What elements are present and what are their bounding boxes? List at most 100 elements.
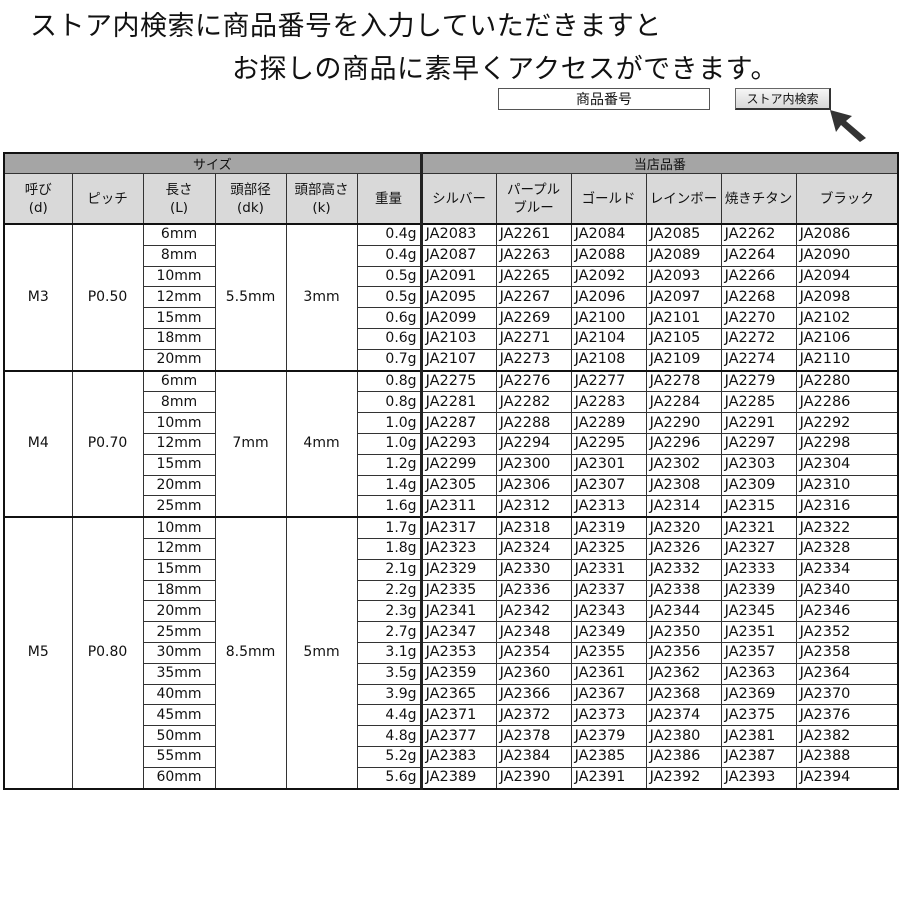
length-cell: 15mm bbox=[142, 558, 216, 581]
product-code-cell: JA2331 bbox=[570, 558, 647, 581]
weight-cell: 0.6g bbox=[356, 307, 423, 329]
product-code-cell: JA2318 bbox=[495, 516, 572, 539]
product-code-cell: JA2301 bbox=[570, 453, 647, 476]
product-code-cell: JA2304 bbox=[795, 453, 899, 476]
weight-cell: 2.7g bbox=[356, 621, 423, 643]
product-code-cell: JA2105 bbox=[645, 327, 722, 350]
weight-cell: 1.2g bbox=[356, 453, 423, 476]
store-search-button[interactable]: ストア内検索 bbox=[735, 88, 831, 110]
product-code-cell: JA2316 bbox=[795, 495, 899, 518]
product-code-cell: JA2110 bbox=[795, 348, 899, 372]
headline-line-1: ストア内検索に商品番号を入力していただきますと bbox=[30, 11, 662, 42]
product-code-cell: JA2335 bbox=[420, 579, 497, 602]
product-code-cell: JA2324 bbox=[495, 537, 572, 560]
product-code-cell: JA2343 bbox=[570, 600, 647, 623]
product-number-search-input[interactable]: 商品番号 bbox=[498, 88, 710, 110]
product-code-cell: JA2297 bbox=[720, 432, 797, 455]
product-code-cell: JA2333 bbox=[720, 558, 797, 581]
head-diameter-cell: 8.5mm bbox=[214, 516, 287, 790]
length-cell: 10mm bbox=[142, 516, 216, 539]
product-code-cell: JA2279 bbox=[720, 369, 797, 393]
product-code-cell: JA2381 bbox=[720, 725, 797, 747]
weight-cell: 0.5g bbox=[356, 265, 423, 288]
product-spec-table: サイズ 当店品番 呼び (d) ピッチ 長さ (L) 頭部径 (dk) 頭部高さ (k) 重量 シル… bbox=[3, 152, 900, 790]
product-code-cell: JA2104 bbox=[570, 327, 647, 350]
table-row: 8mm 0.4g JA2087 JA2263 JA2088 JA2089 JA2264 JA2… bbox=[4, 244, 899, 267]
length-cell: 20mm bbox=[142, 348, 216, 372]
column-header: ゴールド bbox=[570, 173, 647, 225]
headline-line-2: お探しの商品に素早くアクセスができます。 bbox=[232, 54, 778, 85]
weight-cell: 1.4g bbox=[356, 474, 423, 497]
table-row: 30mm 3.1g JA2353 JA2354 JA2355 JA2356 JA2357 JA… bbox=[4, 641, 899, 664]
product-code-cell: JA2383 bbox=[420, 745, 497, 768]
product-code-cell: JA2278 bbox=[645, 369, 722, 393]
product-code-cell: JA2330 bbox=[495, 558, 572, 581]
weight-cell: 2.1g bbox=[356, 558, 423, 581]
weight-cell: 0.4g bbox=[356, 222, 423, 246]
product-code-cell: JA2292 bbox=[795, 412, 899, 434]
product-code-cell: JA2313 bbox=[570, 495, 647, 518]
table-row: 12mm 0.5g JA2095 JA2267 JA2096 JA2097 JA2268 JA… bbox=[4, 286, 899, 309]
length-cell: 10mm bbox=[142, 412, 216, 434]
product-code-cell: JA2377 bbox=[420, 725, 497, 747]
product-code-cell: JA2353 bbox=[420, 641, 497, 664]
length-cell: 40mm bbox=[142, 683, 216, 706]
column-header: ピッチ bbox=[71, 173, 144, 225]
product-code-cell: JA2291 bbox=[720, 412, 797, 434]
product-code-cell: JA2366 bbox=[495, 683, 572, 706]
product-code-cell: JA2289 bbox=[570, 412, 647, 434]
product-code-cell: JA2272 bbox=[720, 327, 797, 350]
product-code-cell: JA2107 bbox=[420, 348, 497, 372]
column-header: 呼び (d) bbox=[3, 173, 73, 225]
product-code-cell: JA2355 bbox=[570, 641, 647, 664]
length-cell: 45mm bbox=[142, 704, 216, 727]
weight-cell: 4.8g bbox=[356, 725, 423, 747]
product-code-cell: JA2362 bbox=[645, 662, 722, 685]
length-cell: 6mm bbox=[142, 369, 216, 393]
product-code-cell: JA2382 bbox=[795, 725, 899, 747]
weight-cell: 1.8g bbox=[356, 537, 423, 560]
product-code-cell: JA2323 bbox=[420, 537, 497, 560]
product-code-cell: JA2282 bbox=[495, 391, 572, 414]
product-code-cell: JA2394 bbox=[795, 766, 899, 790]
table-row: 20mm 2.3g JA2341 JA2342 JA2343 JA2344 JA2345 JA… bbox=[4, 600, 899, 623]
product-code-cell: JA2329 bbox=[420, 558, 497, 581]
column-header: レインボー bbox=[645, 173, 722, 225]
table-row: M5 P0.80 10mm 8.5mm 5mm 1.7g JA2317 JA2318 JA231… bbox=[3, 516, 899, 790]
weight-cell: 0.4g bbox=[356, 244, 423, 267]
product-code-cell: JA2264 bbox=[720, 244, 797, 267]
product-code-cell: JA2302 bbox=[645, 453, 722, 476]
weight-cell: 2.3g bbox=[356, 600, 423, 623]
product-code-cell: JA2268 bbox=[720, 286, 797, 309]
product-code-cell: JA2359 bbox=[420, 662, 497, 685]
column-header: 頭部径 (dk) bbox=[214, 173, 287, 225]
table-row: 50mm 4.8g JA2377 JA2378 JA2379 JA2380 JA2381 JA… bbox=[4, 725, 899, 747]
length-cell: 60mm bbox=[142, 766, 216, 790]
product-code-cell: JA2348 bbox=[495, 621, 572, 643]
product-code-cell: JA2344 bbox=[645, 600, 722, 623]
pitch-cell: P0.50 bbox=[71, 223, 144, 372]
weight-cell: 2.2g bbox=[356, 579, 423, 602]
product-code-cell: JA2288 bbox=[495, 412, 572, 434]
product-code-cell: JA2294 bbox=[495, 432, 572, 455]
length-cell: 35mm bbox=[142, 662, 216, 685]
product-code-cell: JA2378 bbox=[495, 725, 572, 747]
product-code-cell: JA2262 bbox=[720, 222, 797, 246]
product-code-cell: JA2350 bbox=[645, 621, 722, 643]
weight-cell: 5.6g bbox=[356, 766, 423, 790]
table-row: 8mm 0.8g JA2281 JA2282 JA2283 JA2284 JA2285 JA2… bbox=[4, 391, 899, 414]
weight-cell: 0.5g bbox=[356, 286, 423, 309]
product-code-cell: JA2372 bbox=[495, 704, 572, 727]
product-code-cell: JA2371 bbox=[420, 704, 497, 727]
product-code-cell: JA2317 bbox=[420, 516, 497, 539]
product-code-cell: JA2281 bbox=[420, 391, 497, 414]
product-code-cell: JA2296 bbox=[645, 432, 722, 455]
nominal-size-cell: M3 bbox=[3, 223, 73, 372]
product-code-cell: JA2375 bbox=[720, 704, 797, 727]
column-header: 焼きチタン bbox=[720, 173, 797, 225]
product-code-cell: JA2090 bbox=[795, 244, 899, 267]
store-code-group-header: 当店品番 bbox=[420, 152, 899, 174]
length-cell: 20mm bbox=[142, 600, 216, 623]
product-code-cell: JA2295 bbox=[570, 432, 647, 455]
product-code-cell: JA2306 bbox=[495, 474, 572, 497]
